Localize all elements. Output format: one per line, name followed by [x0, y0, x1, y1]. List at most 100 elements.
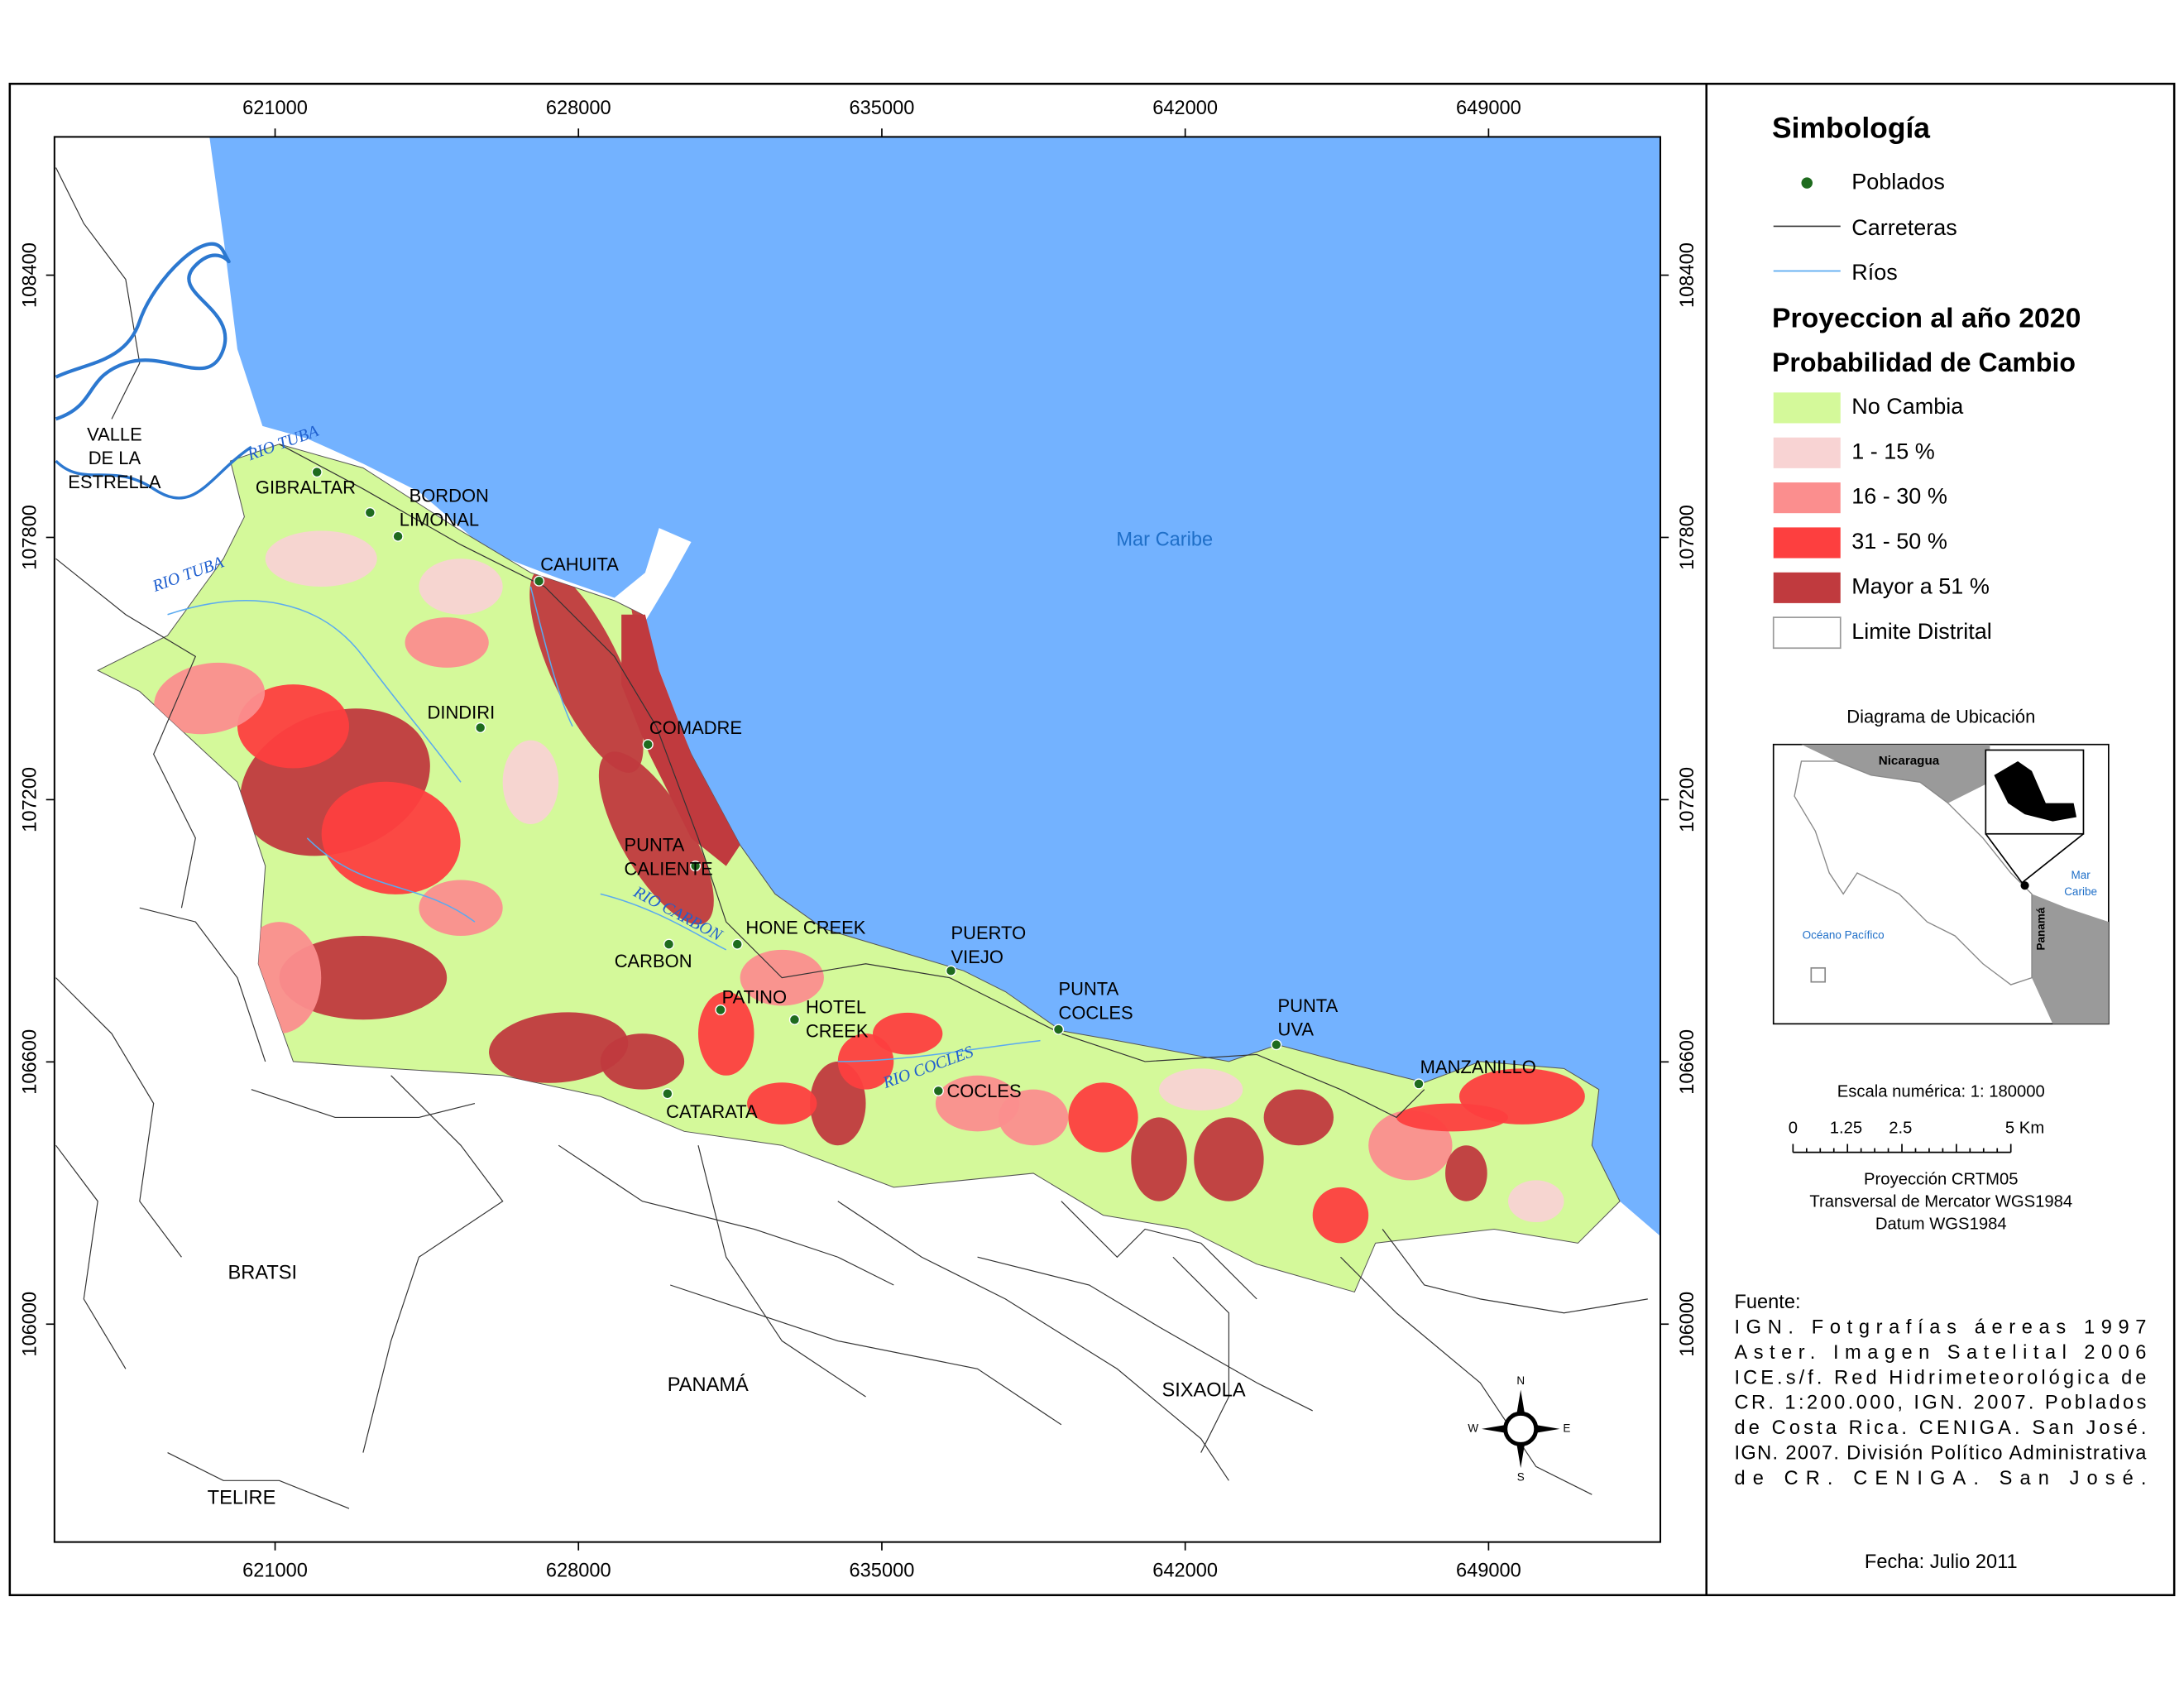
change-patch — [697, 991, 754, 1076]
change-patch — [529, 568, 644, 773]
y-tick-label: 107200 — [19, 767, 41, 832]
x-tick-label: 649000 — [1456, 1560, 1521, 1581]
change-patch — [1312, 1187, 1369, 1244]
legend-swatch — [1772, 616, 1842, 650]
scale-label: 2.5 — [1889, 1119, 1912, 1137]
road — [977, 1256, 1313, 1412]
town-label: VALLE — [87, 424, 142, 444]
town-label: HONE CREEK — [745, 917, 865, 938]
river — [55, 445, 252, 500]
road — [1340, 1256, 1592, 1495]
river — [837, 1039, 1041, 1062]
town-label: PUNTA — [625, 835, 685, 856]
change-patch — [321, 781, 461, 894]
town-label: MANZANILLO — [1420, 1057, 1536, 1077]
neighbor-land — [1801, 744, 1990, 803]
sea-label: Mar Caribe — [1116, 530, 1213, 551]
legend-dot — [1801, 177, 1813, 189]
town-label: PUERTO — [951, 923, 1027, 943]
scale-label: 0 — [1789, 1119, 1798, 1137]
change-patch — [419, 559, 503, 615]
town-label: GIBRALTAR — [256, 477, 356, 498]
river — [167, 600, 462, 783]
road — [1061, 1201, 1257, 1300]
legend-label: No Cambia — [1851, 394, 1964, 419]
river — [529, 586, 573, 727]
change-patch — [600, 1033, 685, 1090]
town-dot — [311, 466, 323, 478]
town-label: BORDON — [410, 486, 489, 506]
town-dot — [1052, 1024, 1065, 1035]
town-label: COCLES — [1058, 1002, 1133, 1023]
x-tick-label: 642000 — [1152, 1560, 1218, 1581]
town-label: DE LA — [89, 448, 141, 468]
change-patch — [405, 617, 489, 668]
source-line: ICE.s/f. Red Hidrimeteorológica de — [1734, 1367, 2146, 1388]
change-patch — [1131, 1117, 1187, 1201]
legend-swatch — [1773, 437, 1841, 468]
location-point — [1810, 966, 1827, 983]
town-label: DINDIRI — [428, 702, 496, 722]
change-patch — [1263, 1089, 1334, 1146]
legend-label: 1 - 15 % — [1851, 439, 1935, 463]
change-patch — [154, 662, 266, 735]
compass-ring — [1503, 1411, 1539, 1446]
compass-letter: W — [1468, 1422, 1478, 1434]
road — [279, 444, 1425, 1119]
town-dot — [945, 965, 957, 976]
y-tick-label: 106600 — [1677, 1029, 1698, 1095]
x-tick-label: 621000 — [242, 1560, 308, 1581]
road — [55, 167, 141, 420]
town-dot — [364, 506, 376, 519]
road — [55, 1144, 127, 1369]
sea — [209, 137, 1661, 1236]
town-dot — [475, 722, 486, 734]
town-dot — [715, 1004, 726, 1016]
river — [306, 837, 476, 923]
compass-letter: N — [1516, 1374, 1525, 1387]
map-body — [54, 137, 1661, 1542]
location-label: Océano Pacífico — [1803, 929, 1885, 942]
road — [1382, 1229, 1648, 1314]
y-tick-label: 108400 — [19, 242, 41, 308]
town-label: CARBON — [615, 951, 692, 971]
region-label: SIXAOLA — [1161, 1380, 1245, 1402]
region-label: BRATSI — [228, 1263, 298, 1284]
town-dot — [533, 575, 545, 587]
change-patch — [747, 1082, 817, 1125]
road — [55, 977, 182, 1258]
town-dot — [1413, 1078, 1425, 1090]
road — [167, 1452, 350, 1509]
location-label: Panamá — [2034, 907, 2047, 950]
inset-canton — [1994, 760, 2077, 822]
x-tick-label: 628000 — [546, 1560, 611, 1581]
town-dot — [788, 1014, 801, 1025]
town-dot — [731, 938, 743, 950]
source-line: Fuente: — [1734, 1292, 1800, 1313]
neighbor-land — [2032, 894, 2109, 1024]
legend-swatch — [1773, 527, 1841, 559]
change-patch — [1508, 1180, 1564, 1223]
map-frame — [53, 136, 1662, 1543]
town-label: ESTRELLA — [68, 472, 161, 492]
road — [670, 1284, 1062, 1426]
change-patch — [837, 1033, 894, 1090]
road — [139, 907, 266, 1062]
y-tick-label: 106600 — [19, 1029, 41, 1095]
town-label: HOTEL — [806, 997, 866, 1018]
change-patch — [502, 740, 559, 824]
town-label: LIMONAL — [400, 509, 479, 530]
x-tick-label: 635000 — [850, 1560, 915, 1581]
y-tick-label: 106000 — [19, 1292, 41, 1357]
town-dot — [642, 739, 654, 750]
change-patch — [265, 530, 377, 587]
legend-label: Poblados — [1851, 169, 1945, 194]
road — [251, 1089, 476, 1119]
scale-text: Escala numérica: 1: 180000 — [1837, 1082, 2045, 1101]
change-patch — [1159, 1068, 1243, 1110]
projection-line: Datum WGS1984 — [1875, 1216, 2007, 1234]
legend-label: Mayor a 51 % — [1851, 573, 1990, 598]
town-label: COCLES — [946, 1081, 1021, 1101]
